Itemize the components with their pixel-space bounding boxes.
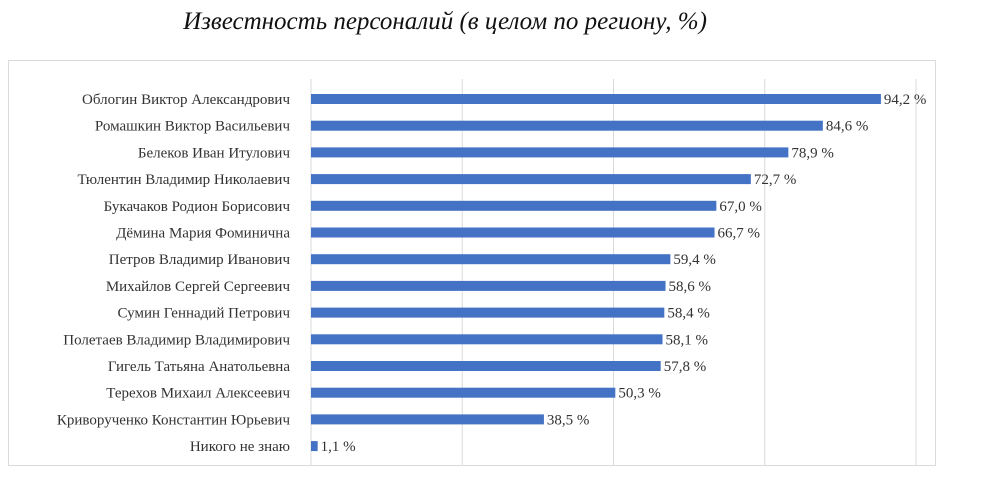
category-label: Белеков Иван Итулович <box>138 145 291 161</box>
data-label: 94,2 % <box>884 92 927 108</box>
data-label: 66,7 % <box>718 226 761 242</box>
bar <box>311 307 665 318</box>
category-label: Петров Владимир Иванович <box>109 252 291 268</box>
bar <box>311 387 616 398</box>
category-label: Никого не знаю <box>190 439 290 455</box>
data-label: 67,0 % <box>719 199 762 215</box>
data-label: 57,8 % <box>664 359 707 375</box>
category-label: Терехов Михаил Алексеевич <box>106 386 290 402</box>
bar <box>311 361 661 371</box>
category-label: Букачаков Родион Борисович <box>104 199 291 215</box>
data-label: 59,4 % <box>673 252 716 268</box>
data-label: 58,1 % <box>666 332 709 348</box>
data-label: 58,4 % <box>667 306 710 322</box>
bar <box>311 414 544 425</box>
category-label: Тюлентин Владимир Николаевич <box>78 172 291 188</box>
data-label: 72,7 % <box>754 172 797 188</box>
bar <box>311 120 823 131</box>
bar <box>311 200 717 211</box>
chart-title: Известность персоналий (в целом по регио… <box>183 8 707 35</box>
category-label: Полетаев Владимир Владимирович <box>63 332 290 348</box>
bar <box>311 227 715 238</box>
bar <box>311 147 789 158</box>
bar <box>311 441 318 452</box>
data-label: 58,6 % <box>669 279 712 295</box>
category-label: Ромашкин Виктор Васильевич <box>95 119 291 135</box>
bar <box>311 94 881 104</box>
bar-chart: Облогин Виктор Александрович 94,2 % Ромашк… <box>57 79 927 465</box>
category-label: Гигель Татьяна Анатольевна <box>108 359 290 375</box>
category-label: Дёмина Мария Фоминична <box>116 226 290 242</box>
category-label: Облогин Виктор Александрович <box>82 92 290 108</box>
category-label: Криворученко Константин Юрьевич <box>57 412 291 428</box>
data-label: 50,3 % <box>618 386 661 402</box>
bar <box>311 280 666 291</box>
data-label: 84,6 % <box>826 119 869 135</box>
data-label: 78,9 % <box>791 145 834 161</box>
category-label: Сумин Геннадий Петрович <box>118 306 291 322</box>
bar <box>311 334 663 345</box>
category-label: Михайлов Сергей Сергеевич <box>106 279 291 295</box>
bar <box>311 254 671 265</box>
data-label: 1,1 % <box>321 439 356 455</box>
data-label: 38,5 % <box>547 412 590 428</box>
bar <box>311 174 751 185</box>
chart-area: Облогин Виктор Александрович 94,2 % Ромашк… <box>8 60 936 466</box>
